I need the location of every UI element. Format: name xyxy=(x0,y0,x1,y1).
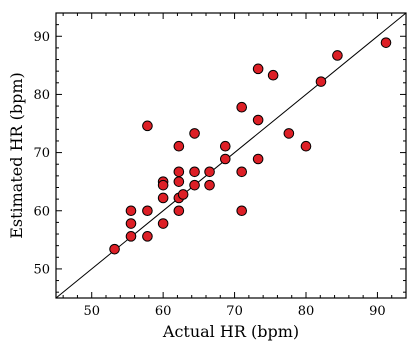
data-points xyxy=(109,37,392,255)
data-point xyxy=(142,231,153,242)
data-point xyxy=(157,179,169,191)
x-tick-label: 80 xyxy=(298,304,315,319)
data-point xyxy=(252,63,264,75)
y-tick-label: 90 xyxy=(33,30,50,45)
data-point xyxy=(142,120,153,132)
data-point xyxy=(315,76,327,87)
y-tick-label: 50 xyxy=(33,262,50,277)
axis-ticks: 50 60 70 80 90 50 60 70 80 90 xyxy=(33,12,407,319)
x-tick-label: 70 xyxy=(226,304,243,319)
x-axis-label: Actual HR (bpm) xyxy=(162,322,299,341)
data-point xyxy=(173,205,185,217)
data-point xyxy=(267,69,279,81)
y-axis-label: Estimated HR (bpm) xyxy=(7,72,26,239)
data-point xyxy=(252,114,264,126)
data-point xyxy=(236,205,248,217)
data-point xyxy=(189,128,200,139)
data-point xyxy=(189,166,200,178)
x-tick-label: 90 xyxy=(369,304,386,319)
plot-frame xyxy=(55,12,407,299)
data-point xyxy=(219,140,231,152)
y-tick-label: 60 xyxy=(33,204,50,219)
data-point xyxy=(157,218,169,229)
data-point xyxy=(109,243,120,255)
x-tick-label: 60 xyxy=(155,304,172,319)
data-point xyxy=(173,166,185,178)
data-point xyxy=(125,231,137,242)
data-point xyxy=(125,218,137,229)
y-tick-label: 80 xyxy=(33,88,50,103)
identity-reference-line xyxy=(55,12,407,299)
data-point xyxy=(173,176,185,187)
data-point xyxy=(125,205,137,217)
data-point xyxy=(219,153,231,165)
data-point xyxy=(332,50,343,61)
data-point xyxy=(300,140,312,152)
data-point xyxy=(204,166,215,178)
data-point xyxy=(173,140,185,152)
data-point xyxy=(252,153,264,165)
data-point xyxy=(380,37,392,48)
data-point xyxy=(157,192,169,204)
data-point xyxy=(189,179,200,191)
data-point xyxy=(204,179,215,191)
data-point xyxy=(236,101,248,113)
data-point xyxy=(283,128,295,139)
data-point xyxy=(236,166,248,178)
data-point xyxy=(142,205,153,217)
data-point xyxy=(177,189,189,200)
x-tick-label: 50 xyxy=(83,304,100,319)
y-tick-label: 70 xyxy=(33,146,50,161)
